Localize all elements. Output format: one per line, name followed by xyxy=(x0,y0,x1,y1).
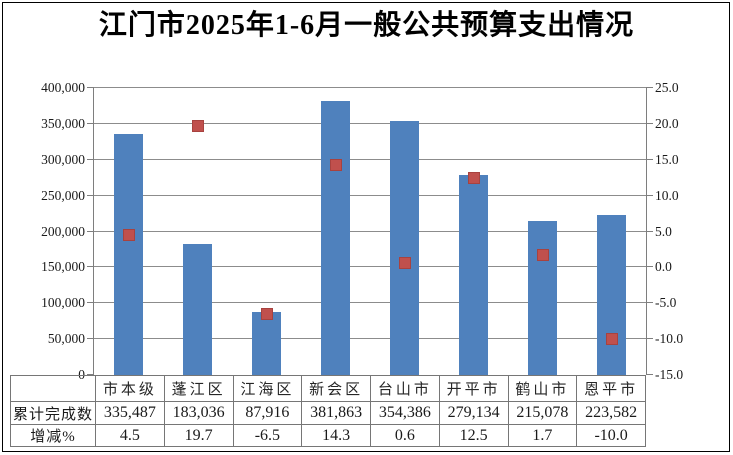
right-axis-tick xyxy=(646,87,653,88)
right-axis-tick xyxy=(646,195,653,196)
left-axis-label: 100,000 xyxy=(41,295,85,310)
left-axis-tick xyxy=(87,374,94,375)
series1-value-cell: 223,582 xyxy=(576,401,646,425)
series1-value-cell: 215,078 xyxy=(507,401,578,425)
series2-row: 增减% 4.5 19.7 -6.5 14.3 0.6 12.5 1.7 -10.… xyxy=(10,424,646,447)
series2-value-cell: 4.5 xyxy=(95,424,165,447)
category-cell: 市本级 xyxy=(95,375,165,402)
gridline xyxy=(94,87,646,88)
series1-value-cell: 87,916 xyxy=(232,401,303,425)
right-axis-label: -5.0 xyxy=(655,295,677,310)
series2-value-cell: 12.5 xyxy=(438,424,509,447)
right-axis-tick xyxy=(646,302,653,303)
gridline xyxy=(94,231,646,232)
series1-name-cell: 累计完成数 xyxy=(10,401,96,425)
left-axis-label: 150,000 xyxy=(41,259,85,274)
category-cell: 开平市 xyxy=(438,375,509,402)
bar xyxy=(597,215,626,375)
left-axis-label: 0 xyxy=(78,367,85,382)
left-axis-tick xyxy=(87,195,94,196)
right-axis-tick xyxy=(646,231,653,232)
left-axis-tick xyxy=(87,159,94,160)
bar xyxy=(528,221,557,375)
bar xyxy=(459,175,488,375)
right-axis-label: -10.0 xyxy=(655,331,684,346)
series2-value-cell: 1.7 xyxy=(507,424,578,447)
gridline xyxy=(94,302,646,303)
series1-value-cell: 335,487 xyxy=(95,401,165,425)
series1-row: 累计完成数 335,487 183,036 87,916 381,863 354… xyxy=(10,401,646,425)
left-axis-label: 50,000 xyxy=(47,331,85,346)
right-axis-label: 0.0 xyxy=(655,259,672,274)
data-table: 市本级 蓬江区 江海区 新会区 台山市 开平市 鹤山市 恩平市 累计完成数 33… xyxy=(10,375,646,447)
series2-value-cell: 19.7 xyxy=(163,424,234,447)
marker-square xyxy=(330,159,342,171)
category-header-row: 市本级 蓬江区 江海区 新会区 台山市 开平市 鹤山市 恩平市 xyxy=(10,375,646,402)
series1-value-cell: 354,386 xyxy=(370,401,440,425)
series1-value-cell: 381,863 xyxy=(301,401,371,425)
right-axis-tick xyxy=(646,123,653,124)
left-axis-label: 350,000 xyxy=(41,116,85,131)
category-cell: 蓬江区 xyxy=(163,375,234,402)
series2-value-cell: 14.3 xyxy=(301,424,371,447)
gridline xyxy=(94,123,646,124)
marker-square xyxy=(606,333,618,345)
right-axis-tick xyxy=(646,159,653,160)
left-axis-tick xyxy=(87,123,94,124)
series2-value-cell: 0.6 xyxy=(370,424,440,447)
left-axis-label: 300,000 xyxy=(41,152,85,167)
left-axis-tick xyxy=(87,266,94,267)
left-axis-label: 200,000 xyxy=(41,224,85,239)
category-cell: 江海区 xyxy=(232,375,303,402)
bar xyxy=(183,244,212,375)
bar xyxy=(390,121,419,375)
left-axis-label: 250,000 xyxy=(41,188,85,203)
series2-value-cell: -6.5 xyxy=(232,424,303,447)
left-axis-label: 400,000 xyxy=(41,80,85,95)
marker-square xyxy=(123,229,135,241)
category-cell: 台山市 xyxy=(370,375,440,402)
right-axis-line xyxy=(646,88,647,375)
bar xyxy=(321,101,350,375)
table-corner-blank xyxy=(10,375,96,402)
category-cell: 新会区 xyxy=(301,375,371,402)
category-cell: 恩平市 xyxy=(576,375,646,402)
marker-square xyxy=(192,120,204,132)
marker-square xyxy=(399,257,411,269)
marker-square xyxy=(537,249,549,261)
right-axis-label: 15.0 xyxy=(655,152,679,167)
series2-value-cell: -10.0 xyxy=(576,424,646,447)
bar xyxy=(114,134,143,375)
left-axis-tick xyxy=(87,302,94,303)
bar xyxy=(252,312,281,375)
right-axis-label: 5.0 xyxy=(655,224,672,239)
category-cell: 鹤山市 xyxy=(507,375,578,402)
marker-square xyxy=(468,172,480,184)
series2-name-cell: 增减% xyxy=(10,424,96,447)
gridline xyxy=(94,338,646,339)
right-axis-label: 25.0 xyxy=(655,80,679,95)
series1-value-cell: 279,134 xyxy=(438,401,509,425)
right-axis-tick xyxy=(646,266,653,267)
left-axis-tick xyxy=(87,338,94,339)
right-axis-tick xyxy=(646,338,653,339)
gridline xyxy=(94,159,646,160)
left-axis-tick xyxy=(87,231,94,232)
gridline xyxy=(94,195,646,196)
right-axis-label: 10.0 xyxy=(655,188,679,203)
marker-square xyxy=(261,308,273,320)
right-axis-tick xyxy=(646,374,653,375)
right-axis-label: 20.0 xyxy=(655,116,679,131)
left-axis-line xyxy=(93,88,94,375)
series1-value-cell: 183,036 xyxy=(163,401,234,425)
gridline xyxy=(94,266,646,267)
chart-title: 江门市2025年1-6月一般公共预算支出情况 xyxy=(98,10,635,41)
left-axis-tick xyxy=(87,87,94,88)
right-axis-label: -15.0 xyxy=(655,367,684,382)
